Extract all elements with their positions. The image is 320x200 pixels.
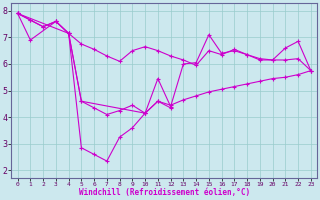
X-axis label: Windchill (Refroidissement éolien,°C): Windchill (Refroidissement éolien,°C) — [79, 188, 250, 197]
